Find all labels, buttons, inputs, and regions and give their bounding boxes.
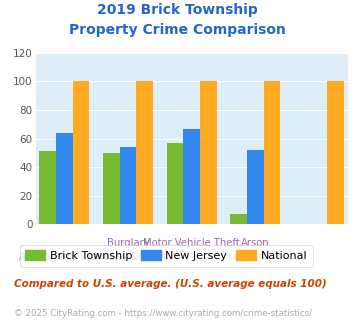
Bar	[103, 153, 120, 224]
Text: Property Crime Comparison: Property Crime Comparison	[69, 23, 286, 37]
Bar	[184, 129, 200, 224]
Legend: Brick Township, New Jersey, National: Brick Township, New Jersey, National	[20, 245, 313, 267]
Text: Arson: Arson	[241, 238, 270, 248]
Bar	[136, 82, 153, 224]
Bar	[264, 82, 280, 224]
Bar	[167, 143, 184, 224]
Bar	[327, 82, 344, 224]
Text: © 2025 CityRating.com - https://www.cityrating.com/crime-statistics/: © 2025 CityRating.com - https://www.city…	[14, 309, 312, 317]
Bar	[73, 82, 89, 224]
Text: All Property Crime: All Property Crime	[19, 252, 110, 262]
Bar	[200, 82, 217, 224]
Text: Compared to U.S. average. (U.S. average equals 100): Compared to U.S. average. (U.S. average …	[14, 279, 327, 289]
Bar	[39, 151, 56, 224]
Bar	[56, 133, 73, 224]
Text: Motor Vehicle Theft: Motor Vehicle Theft	[143, 238, 240, 248]
Bar	[247, 150, 264, 224]
Text: Burglary: Burglary	[107, 238, 149, 248]
Bar	[230, 214, 247, 224]
Text: 2019 Brick Township: 2019 Brick Township	[97, 3, 258, 17]
Bar	[120, 147, 136, 224]
Text: Larceny & Theft: Larceny & Theft	[88, 252, 168, 262]
